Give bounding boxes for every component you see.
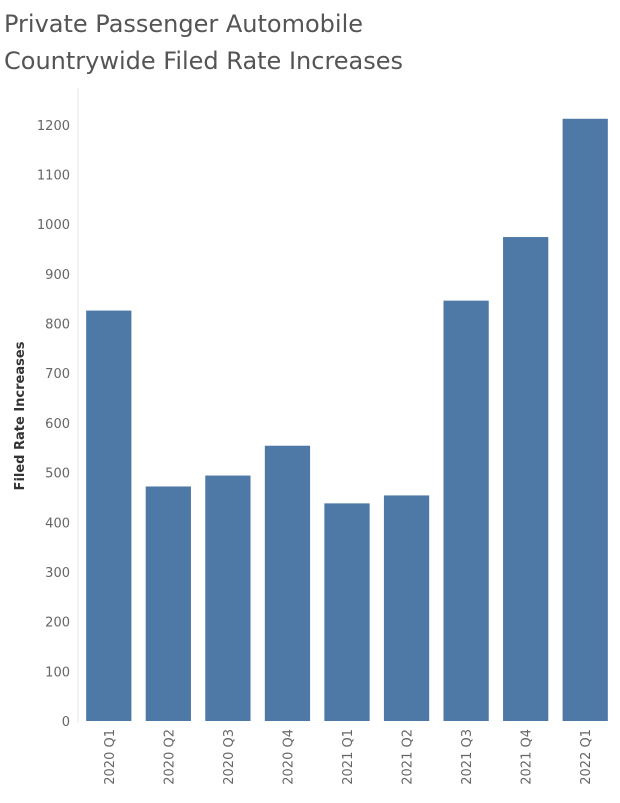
y-axis-title: Filed Rate Increases — [13, 341, 28, 490]
x-tick-label: 2021 Q1 — [341, 729, 356, 785]
y-tick-label: 100 — [45, 665, 70, 680]
y-tick-label: 1200 — [37, 119, 70, 134]
y-tick-label: 0 — [62, 715, 70, 730]
y-tick-label: 900 — [45, 268, 70, 283]
x-tick-label: 2020 Q2 — [162, 729, 177, 785]
bars — [86, 118, 608, 722]
chart-title: Private Passenger Automobile Countrywide… — [4, 6, 403, 80]
y-tick-label: 700 — [45, 367, 70, 382]
bar — [443, 300, 489, 721]
y-tick-label: 800 — [45, 318, 70, 333]
bar — [145, 486, 191, 721]
x-tick-label: 2021 Q2 — [401, 729, 416, 785]
x-tick-label: 2020 Q4 — [281, 729, 296, 785]
y-tick-label: 500 — [45, 467, 70, 482]
bar — [264, 445, 311, 721]
chart-title-line-1: Private Passenger Automobile — [4, 10, 364, 38]
y-tick-label: 400 — [45, 516, 70, 531]
bar — [205, 475, 251, 721]
chart-title-line-2: Countrywide Filed Rate Increases — [4, 47, 404, 75]
y-tick-label: 300 — [45, 566, 70, 581]
y-tick-label: 600 — [45, 417, 70, 432]
y-axis: 0 100 200 300 400 500 600 700 800 900 1000 1100 1200 — [37, 119, 70, 730]
y-tick-label: 1000 — [37, 218, 70, 233]
x-tick-label: 2022 Q1 — [579, 729, 594, 785]
x-tick-label: 2021 Q3 — [460, 729, 475, 785]
x-tick-label: 2020 Q1 — [103, 729, 118, 785]
bar — [503, 237, 549, 721]
y-tick-label: 200 — [45, 616, 70, 631]
x-tick-label: 2021 Q4 — [520, 729, 535, 785]
bar — [324, 503, 370, 721]
bar — [86, 310, 132, 721]
y-tick-label: 1100 — [37, 168, 70, 183]
bar — [383, 495, 430, 721]
bar — [562, 118, 608, 722]
x-tick-label: 2020 Q3 — [222, 729, 237, 785]
x-axis: 2020 Q1 2020 Q2 2020 Q3 2020 Q4 2021 Q1 2021 … — [103, 729, 594, 785]
